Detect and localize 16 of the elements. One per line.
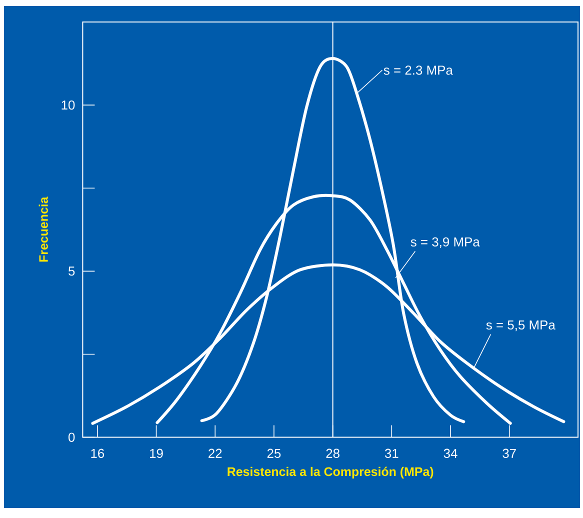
annotation: s = 2.3 MPa bbox=[384, 66, 453, 75]
x-tick-label: 16 bbox=[91, 448, 104, 458]
x-tick-label: 28 bbox=[326, 448, 340, 458]
y-tick-label: 10 bbox=[62, 100, 75, 110]
x-tick-label: 19 bbox=[150, 448, 163, 458]
x-tick-label: 22 bbox=[208, 448, 222, 458]
annotation: s = 5,5 MPa bbox=[486, 320, 556, 332]
x-tick-label: 34 bbox=[444, 448, 458, 458]
x-tick-label: 31 bbox=[384, 448, 398, 458]
annotation: s = 3,9 MPa bbox=[410, 237, 480, 248]
x-axis-title: Resistencia a la Compresión (MPa) bbox=[228, 466, 434, 479]
y-tick-label: 5 bbox=[68, 266, 75, 276]
y-tick-label: 0 bbox=[68, 432, 75, 442]
x-tick-label: 37 bbox=[502, 448, 516, 458]
y-axis-title: Frecuencia bbox=[38, 196, 48, 262]
x-tick-label: 25 bbox=[267, 448, 281, 458]
